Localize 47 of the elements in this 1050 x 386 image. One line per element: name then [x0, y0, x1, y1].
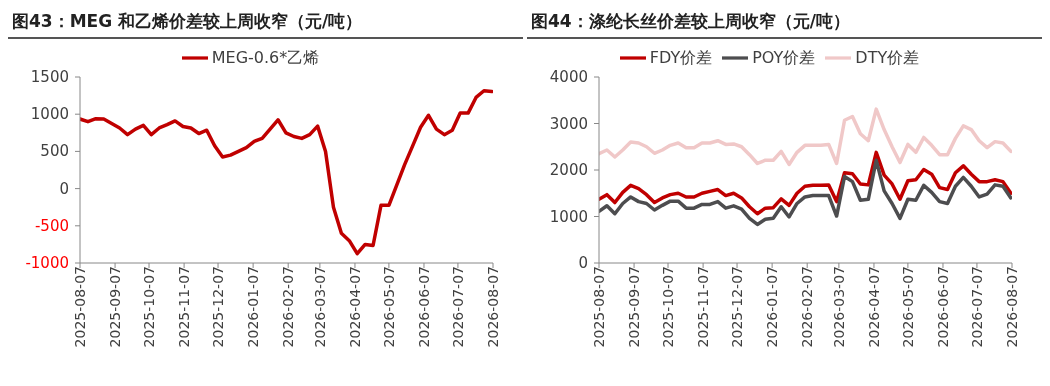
x-tick-label: 2025-10-07 — [659, 266, 676, 348]
y-tick-label: 1000 — [549, 207, 588, 226]
y-tick-label: -1000 — [25, 254, 69, 272]
y-tick-label: 1500 — [30, 68, 69, 86]
x-tick-label: 2025-12-07 — [209, 266, 226, 348]
x-tick-label: 2025-09-07 — [107, 266, 124, 348]
x-tick-label: 2025-11-07 — [176, 266, 193, 348]
x-tick-label: 2025-10-07 — [140, 266, 157, 348]
line-series — [80, 89, 493, 256]
x-tick-label: 2025-08-07 — [590, 266, 607, 348]
x-tick-label: 2026-05-07 — [380, 266, 397, 348]
legend-label: POY价差 — [752, 47, 816, 67]
x-tick-label: 2025-08-07 — [71, 266, 88, 348]
chart-title: 图43：MEG 和乙烯价差较上周收窄（元/吨） — [8, 8, 523, 39]
x-tick-label: 2026-08-07 — [484, 266, 501, 348]
x-tick-label: 2026-01-07 — [245, 266, 262, 348]
line-series — [599, 158, 1012, 227]
x-tick-label: 2026-06-07 — [415, 266, 432, 348]
y-tick-label: -500 — [34, 216, 69, 235]
y-tick-label: 0 — [59, 179, 69, 198]
x-tick-label: 2026-01-07 — [764, 266, 781, 348]
x-tick-label: 2025-11-07 — [695, 266, 712, 348]
x-tick-label: 2026-07-07 — [449, 266, 466, 348]
legend-label: MEG-0.6*乙烯 — [211, 47, 320, 67]
y-tick-label: 3000 — [549, 114, 588, 133]
x-tick-label: 2026-03-07 — [311, 266, 328, 348]
x-tick-label: 2026-03-07 — [830, 266, 847, 348]
x-tick-label: 2026-05-07 — [899, 266, 916, 348]
line-series — [599, 150, 1012, 216]
chart-title: 图44：涤纶长丝价差较上周收窄（元/吨） — [527, 8, 1042, 39]
legend-label: FDY价差 — [649, 47, 713, 67]
y-tick-label: 4000 — [549, 68, 588, 86]
x-tick-label: 2026-04-07 — [865, 266, 882, 348]
y-tick-label: 1000 — [30, 105, 69, 124]
y-tick-label: 2000 — [549, 161, 588, 179]
line-series — [599, 107, 1012, 167]
x-tick-label: 2026-04-07 — [346, 266, 363, 348]
legend-label: DTY价差 — [855, 47, 920, 67]
x-tick-label: 2025-09-07 — [626, 266, 643, 348]
x-tick-label: 2026-07-07 — [968, 266, 985, 348]
x-tick-label: 2026-02-07 — [799, 266, 816, 348]
x-tick-label: 2025-12-07 — [728, 266, 745, 348]
x-tick-label: 2026-08-07 — [1003, 266, 1020, 348]
y-tick-label: 0 — [578, 254, 588, 272]
y-tick-label: 500 — [40, 142, 69, 161]
x-tick-label: 2026-06-07 — [934, 266, 951, 348]
x-tick-label: 2026-02-07 — [280, 266, 297, 348]
